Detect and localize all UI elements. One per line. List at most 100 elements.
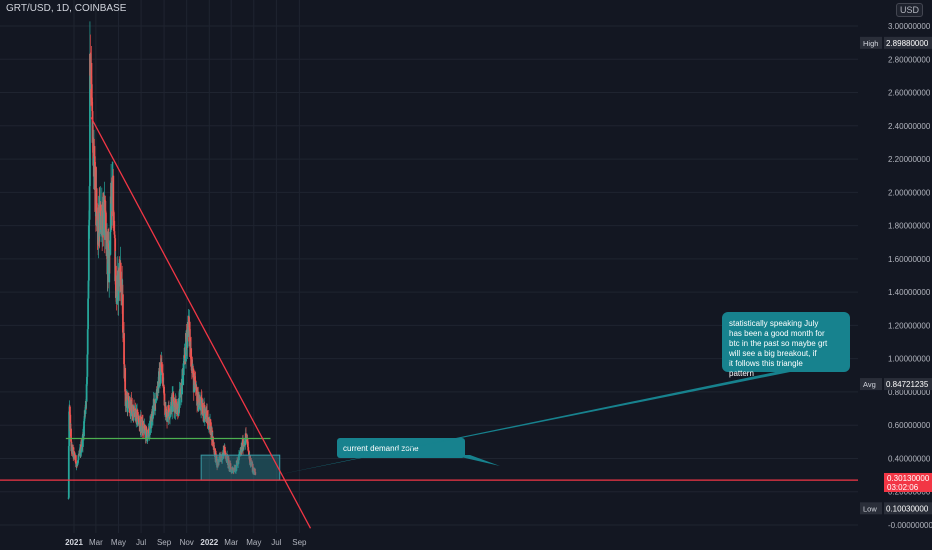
candle-body: [218, 456, 221, 462]
candle-body: [100, 229, 102, 233]
candle-body: [159, 375, 162, 384]
x-tick-label: Nov: [180, 538, 194, 547]
candle-body: [85, 384, 88, 402]
avg-marker-name: Avg: [863, 380, 876, 389]
candle-body: [172, 394, 175, 398]
high-marker: High 2.89880000: [860, 36, 932, 49]
candle-body: [77, 459, 79, 463]
candle-body: [254, 468, 256, 473]
candle-body: [181, 375, 184, 385]
candle-body: [229, 463, 232, 467]
candle-body: [95, 188, 98, 212]
candle-body: [135, 409, 138, 422]
candle-body: [249, 463, 252, 465]
candle-body: [111, 182, 114, 212]
candle-body: [76, 464, 79, 465]
candle-body: [235, 467, 238, 471]
y-tick-label: 2.60000000: [888, 89, 931, 98]
note-box: [722, 312, 850, 372]
price-axis[interactable]: 3.00000000 2.80000000 2.60000000 2.40000000…: [860, 22, 932, 530]
candle-body: [136, 422, 139, 425]
x-tick-label: Mar: [89, 538, 103, 547]
candle-body: [183, 354, 186, 358]
low-marker: Low 0.10030000: [860, 502, 932, 515]
candle-body: [93, 146, 96, 157]
high-marker-box: [884, 36, 932, 49]
avg-marker: Avg 0.84721235: [860, 378, 932, 391]
y-tick-label: 1.60000000: [888, 255, 931, 264]
candle-body: [83, 421, 85, 437]
candle-body: [242, 445, 245, 451]
callout-pointer: [452, 455, 500, 466]
candle-body: [253, 471, 256, 474]
candle-body: [146, 430, 149, 438]
candle-body: [73, 451, 75, 452]
candle-body: [69, 414, 72, 432]
candle-body: [147, 428, 150, 436]
candle-body: [203, 412, 206, 419]
candle-body: [87, 225, 90, 281]
candle-body: [212, 442, 215, 450]
candle-body: [162, 384, 165, 387]
note-line: will see a big breakout, if: [728, 349, 817, 358]
candle-body: [194, 380, 197, 391]
demand-zone-box: [200, 454, 281, 481]
candle-body: [94, 166, 97, 206]
candle-body: [169, 412, 171, 418]
candle-body: [188, 321, 191, 347]
candle-body: [247, 447, 250, 451]
candle-body: [188, 315, 190, 328]
candle-body: [134, 408, 137, 410]
candle-body: [164, 402, 167, 415]
candle-body: [91, 101, 94, 112]
candle-body: [109, 231, 112, 255]
candle-body: [226, 455, 229, 457]
candle-body: [152, 416, 154, 419]
y-tick-label: 1.00000000: [888, 355, 931, 364]
last-price-label: 0.30130000 03:02:06: [884, 473, 932, 492]
candle-body: [89, 53, 91, 187]
candle-body: [239, 451, 241, 454]
candle-body: [238, 453, 241, 454]
y-tick-label: 1.40000000: [888, 288, 931, 297]
candle-body: [191, 365, 194, 371]
candle-body: [83, 418, 86, 422]
candle-body: [113, 234, 116, 239]
candle-body: [155, 392, 158, 400]
time-axis[interactable]: 2021 Mar May Jul Sep Nov 2022 Mar May Jul Sep: [65, 538, 307, 547]
candle-body: [113, 231, 116, 235]
candle-body: [150, 414, 153, 428]
candle-body: [137, 416, 140, 419]
high-marker-value: 2.89880000: [886, 39, 929, 48]
candle-body: [112, 175, 115, 217]
candle-body: [104, 212, 107, 230]
candle-body: [105, 229, 108, 233]
candle-body: [186, 332, 189, 348]
candle-body: [77, 455, 80, 460]
candle-body: [152, 399, 155, 406]
candle-body: [245, 433, 247, 437]
note-line: has been a good month for: [729, 329, 825, 338]
currency-button[interactable]: USD: [896, 3, 924, 17]
y-tick-label: 1.20000000: [888, 321, 931, 330]
candle-body: [215, 455, 218, 462]
candle-body: [88, 219, 91, 226]
candle-body: [189, 337, 192, 350]
bar-countdown: 03:02:06: [887, 483, 919, 492]
candle-body: [129, 416, 132, 417]
candle-body: [225, 454, 227, 459]
note-line: pattern: [729, 369, 754, 378]
candle-body: [68, 411, 71, 447]
candle-body: [73, 451, 76, 456]
x-tick-label: Jul: [136, 538, 146, 547]
candle-body: [200, 397, 203, 399]
candle-body: [90, 84, 93, 102]
candle-body: [231, 468, 234, 473]
candle-body: [145, 427, 148, 431]
candle-body: [238, 453, 241, 455]
candle-body: [183, 355, 185, 364]
x-tick-label: Sep: [292, 538, 307, 547]
